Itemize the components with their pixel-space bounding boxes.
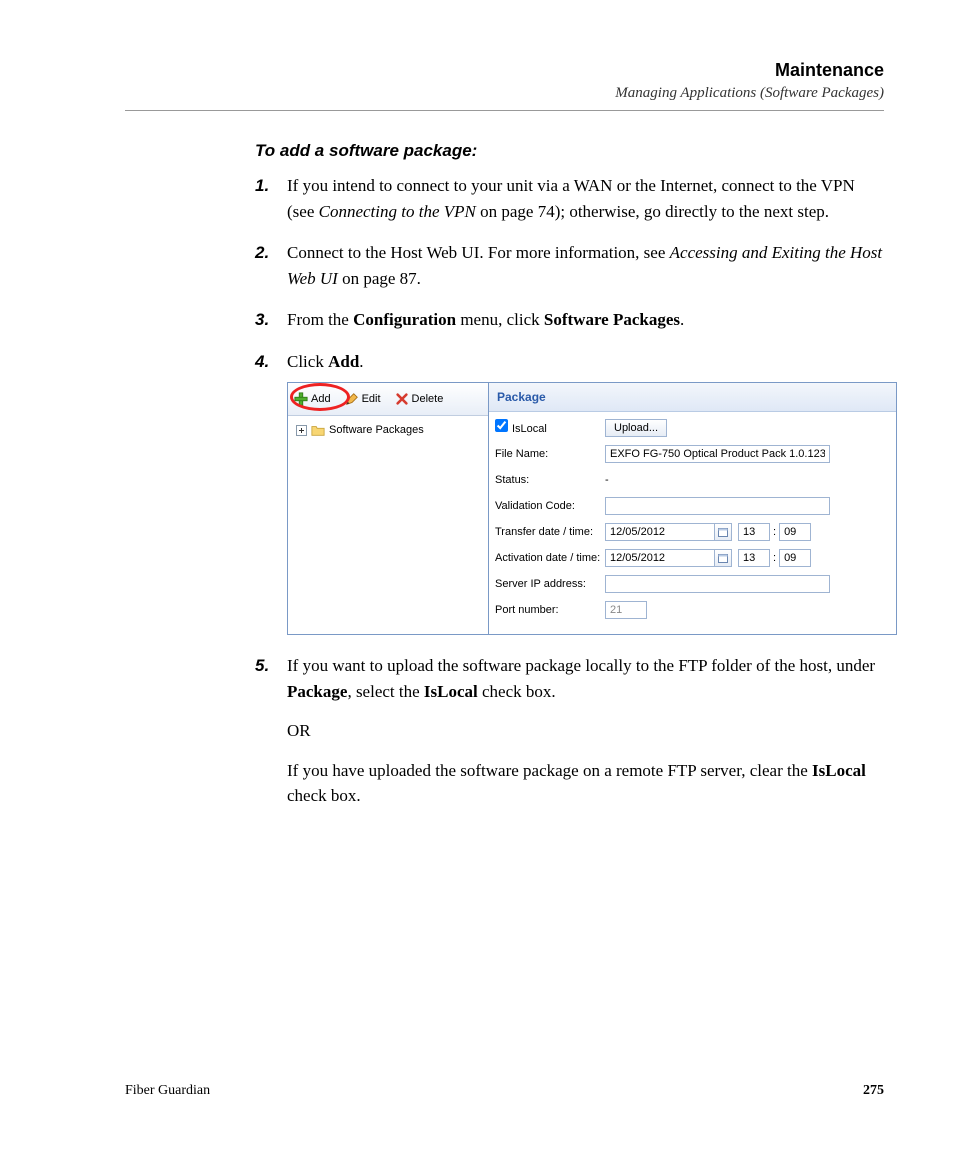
transfer-calendar-button[interactable] — [714, 523, 732, 541]
port-label: Port number: — [495, 602, 605, 619]
footer-product: Fiber Guardian — [125, 1083, 210, 1099]
edit-button[interactable]: Edit — [345, 391, 381, 408]
validation-label: Validation Code: — [495, 498, 605, 515]
step-bold: IsLocal — [812, 761, 866, 780]
add-button[interactable]: Add — [294, 391, 331, 408]
transfer-label: Transfer date / time: — [495, 524, 605, 541]
status-value: - — [605, 472, 609, 489]
validation-input[interactable] — [605, 497, 830, 515]
right-pane: Package IsLocal Upload... File Name: — [489, 383, 896, 634]
islocal-checkbox[interactable] — [495, 419, 508, 432]
section-title: Managing Applications (Software Packages… — [125, 85, 884, 102]
activation-minute-input[interactable] — [779, 549, 811, 567]
transfer-minute-input[interactable] — [779, 523, 811, 541]
chapter-title: Maintenance — [125, 60, 884, 81]
server-label: Server IP address: — [495, 576, 605, 593]
status-label: Status: — [495, 472, 605, 489]
procedure-heading: To add a software package: — [125, 141, 884, 161]
step-text: check box. — [478, 682, 556, 701]
calendar-icon — [718, 527, 728, 537]
step-text: . — [359, 352, 363, 371]
folder-icon — [311, 423, 325, 437]
step-bold: IsLocal — [424, 682, 478, 701]
islocal-label: IsLocal — [512, 423, 547, 435]
activation-calendar-button[interactable] — [714, 549, 732, 567]
step-5: If you want to upload the software packa… — [255, 653, 884, 809]
package-form: IsLocal Upload... File Name: Status: - — [489, 412, 896, 634]
expand-icon — [296, 425, 307, 436]
step-ref: Connecting to the VPN — [319, 202, 476, 221]
step-text: check box. — [287, 786, 361, 805]
activation-label: Activation date / time: — [495, 550, 605, 567]
time-colon: : — [773, 550, 776, 567]
transfer-date-input[interactable] — [605, 523, 715, 541]
server-input[interactable] — [605, 575, 830, 593]
step-text: . — [680, 310, 684, 329]
step-3: From the Configuration menu, click Softw… — [255, 307, 884, 333]
activation-hour-input[interactable] — [738, 549, 770, 567]
tree-panel: Software Packages — [288, 416, 488, 634]
step-or: OR — [287, 718, 884, 744]
step-text: on page 74); otherwise, go directly to t… — [476, 202, 829, 221]
step-bold: Software Packages — [544, 310, 680, 329]
toolbar: Add Edit — [288, 383, 488, 416]
step-4: Click Add. Add — [255, 349, 884, 636]
edit-label: Edit — [362, 391, 381, 408]
port-input[interactable] — [605, 601, 647, 619]
filename-input[interactable] — [605, 445, 830, 463]
step-text: If you want to upload the software packa… — [287, 656, 875, 675]
step-2: Connect to the Host Web UI. For more inf… — [255, 240, 884, 291]
x-icon — [395, 392, 409, 406]
step-text: Connect to the Host Web UI. For more inf… — [287, 243, 670, 262]
step-text: Click — [287, 352, 328, 371]
step-text: If you have uploaded the software packag… — [287, 761, 812, 780]
filename-label: File Name: — [495, 446, 605, 463]
time-colon: : — [773, 524, 776, 541]
delete-button[interactable]: Delete — [395, 391, 444, 408]
step-bold: Configuration — [353, 310, 456, 329]
pencil-icon — [345, 392, 359, 406]
step-text: , select the — [347, 682, 423, 701]
panel-header: Package — [489, 383, 896, 412]
upload-button[interactable]: Upload... — [605, 419, 667, 437]
calendar-icon — [718, 553, 728, 563]
step-bold: Add — [328, 352, 359, 371]
left-pane: Add Edit — [288, 383, 489, 634]
plus-icon — [294, 392, 308, 406]
tree-root-label: Software Packages — [329, 422, 424, 439]
transfer-hour-input[interactable] — [738, 523, 770, 541]
step-bold: Package — [287, 682, 347, 701]
add-label: Add — [311, 391, 331, 408]
islocal-row: IsLocal — [495, 419, 605, 438]
step-text: menu, click — [456, 310, 544, 329]
step-text: From the — [287, 310, 353, 329]
step-1: If you intend to connect to your unit vi… — [255, 173, 884, 224]
activation-date-input[interactable] — [605, 549, 715, 567]
footer-page-number: 275 — [863, 1083, 884, 1099]
tree-root[interactable]: Software Packages — [296, 422, 480, 439]
screenshot-window: Add Edit — [287, 382, 897, 635]
step-text: on page 87. — [338, 269, 421, 288]
delete-label: Delete — [412, 391, 444, 408]
header-rule — [125, 110, 884, 111]
